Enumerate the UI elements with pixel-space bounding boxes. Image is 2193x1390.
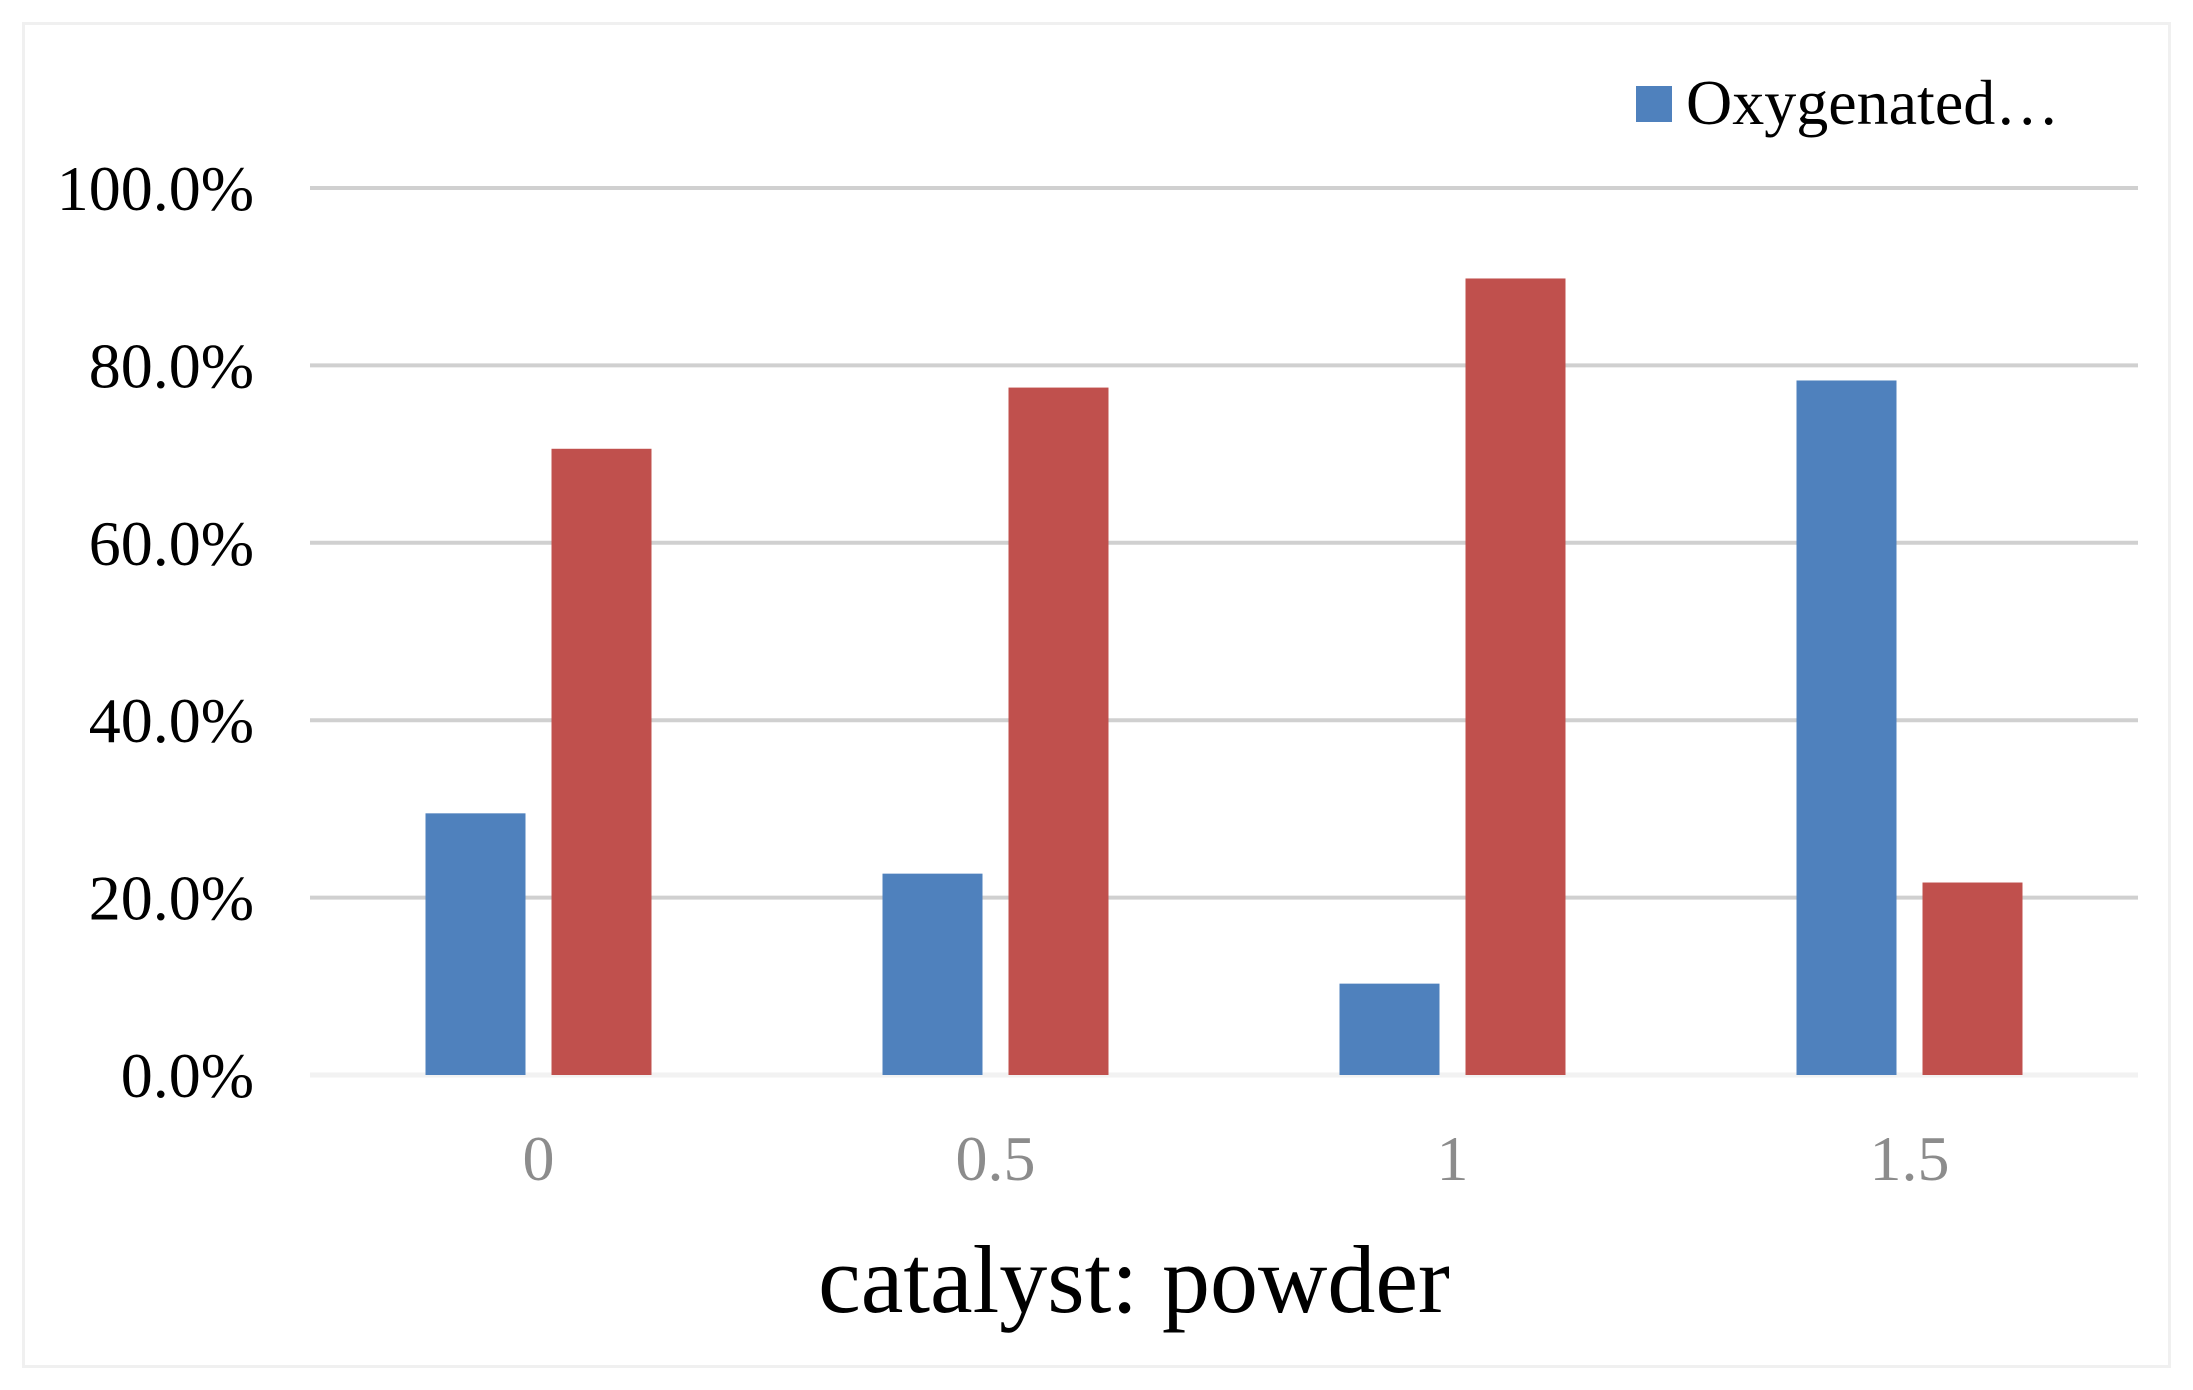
x-tick-label: 1 [1437, 1123, 1469, 1194]
bar-series-1-1 [1339, 983, 1440, 1075]
y-tick-label: 20.0% [89, 863, 254, 934]
x-axis-ticks: 0 0.5 1 1.5 [523, 1123, 1950, 1194]
legend-swatch [1636, 86, 1672, 122]
x-tick-label: 0 [523, 1123, 555, 1194]
bar-series-1-0.5 [882, 873, 983, 1075]
bar-series-2-1 [1465, 278, 1566, 1075]
x-tick-label: 1.5 [1870, 1123, 1950, 1194]
y-tick-label: 80.0% [89, 330, 254, 401]
legend-label: Oxygenated… [1686, 67, 2059, 138]
bars [425, 278, 2023, 1075]
y-axis-ticks: 0.0% 20.0% 40.0% 60.0% 80.0% 100.0% [57, 153, 254, 1111]
y-tick-label: 40.0% [89, 685, 254, 756]
x-axis-title: catalyst: powder [818, 1226, 1450, 1333]
y-tick-label: 100.0% [57, 153, 254, 224]
bar-series-1-1.5 [1796, 380, 1897, 1075]
legend: Oxygenated… [1636, 67, 2059, 138]
y-tick-label: 60.0% [89, 508, 254, 579]
bar-series-2-1.5 [1922, 882, 2023, 1075]
bar-series-2-0.5 [1008, 387, 1109, 1075]
x-tick-label: 0.5 [956, 1123, 1036, 1194]
bar-series-2-0 [551, 448, 652, 1075]
y-tick-label: 0.0% [121, 1040, 254, 1111]
bar-series-1-0 [425, 813, 526, 1075]
